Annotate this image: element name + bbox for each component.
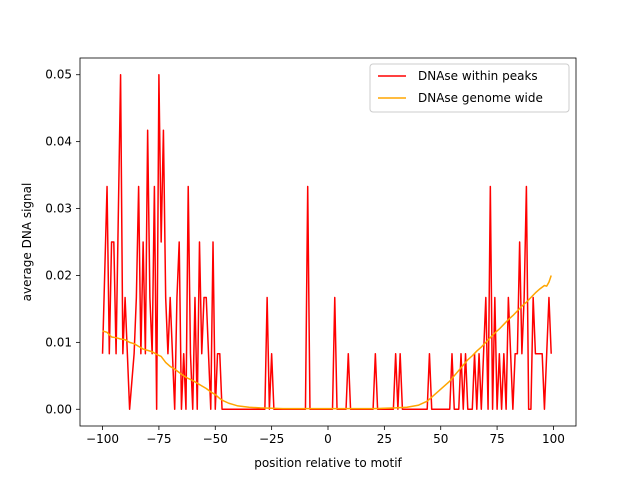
plot-area — [101, 73, 552, 411]
x-tick-label: 25 — [377, 432, 392, 446]
x-tick-label: 0 — [324, 432, 332, 446]
y-tick-label: 0.03 — [45, 202, 72, 216]
axes: −100 −75 −50 −25 0 25 50 75 100 0.00 0.01 0.02 0.03 0… — [20, 57, 577, 470]
x-tick-label: 50 — [433, 432, 448, 446]
x-tick-label: 75 — [489, 432, 504, 446]
y-tick-label: 0.02 — [45, 268, 72, 282]
x-tick-label: −75 — [146, 432, 171, 446]
y-tick-label: 0.04 — [45, 135, 72, 149]
x-tick-label: −50 — [203, 432, 228, 446]
x-tick-label: −25 — [259, 432, 284, 446]
legend-label-1: DNAse genome wide — [418, 91, 543, 105]
x-axis-label: position relative to motif — [254, 456, 402, 470]
legend: DNAse within peaks DNAse genome wide — [369, 63, 570, 113]
series-line-1 — [102, 275, 552, 410]
legend-label-0: DNAse within peaks — [418, 69, 538, 83]
y-axis-label: average DNA signal — [20, 183, 34, 302]
y-tick-label: 0.00 — [45, 402, 72, 416]
y-tick-label: 0.05 — [45, 68, 72, 82]
y-tick-label: 0.01 — [45, 335, 72, 349]
x-tick-label: −100 — [86, 432, 119, 446]
x-tick-label: 100 — [542, 432, 565, 446]
legend-box — [369, 63, 570, 113]
